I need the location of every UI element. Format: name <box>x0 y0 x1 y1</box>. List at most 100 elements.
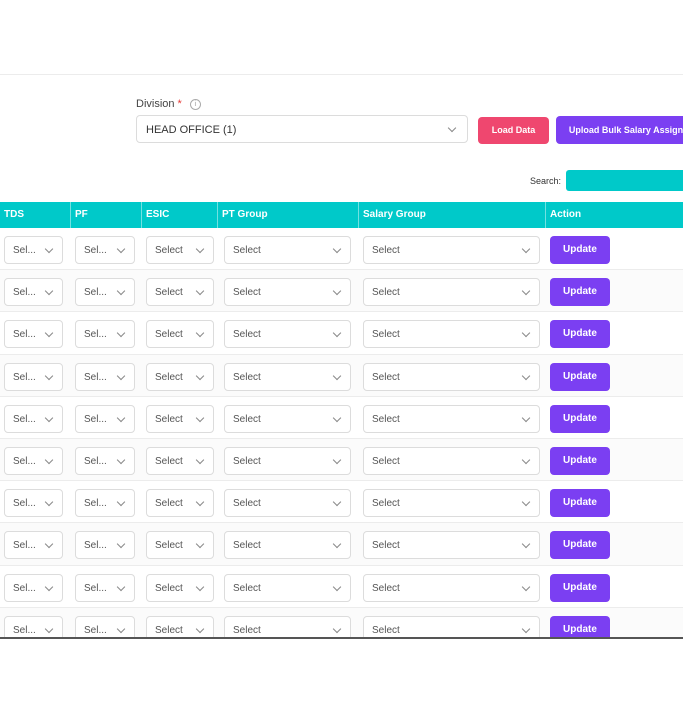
pt-group-select-value: Select <box>233 498 261 510</box>
update-button[interactable]: Update <box>550 615 610 638</box>
pt-group-select[interactable]: Select <box>224 362 351 391</box>
chevron-down-icon <box>44 624 54 633</box>
column-header-pf[interactable]: PF <box>71 202 142 228</box>
tds-select[interactable]: Sel... <box>4 236 63 264</box>
salary-group-select[interactable]: Select <box>363 531 540 560</box>
pf-select-value: Sel... <box>84 540 107 552</box>
pt-group-select[interactable]: Select <box>224 320 351 349</box>
salary-group-select[interactable]: Select <box>363 278 540 307</box>
chevron-down-icon <box>44 329 54 338</box>
table-row: Sel... Sel... Select Select Select Update <box>0 312 683 355</box>
pt-group-select[interactable]: Select <box>224 446 351 475</box>
esic-select[interactable]: Select <box>146 573 214 602</box>
salary-group-select-value: Select <box>372 245 400 256</box>
salary-group-select-value: Select <box>372 498 400 510</box>
chevron-down-icon <box>195 455 205 465</box>
column-header-tds[interactable]: TDS <box>0 202 71 228</box>
pf-select[interactable]: Sel... <box>75 320 135 349</box>
salary-group-select[interactable]: Select <box>363 489 540 518</box>
esic-select[interactable]: Select <box>146 404 214 433</box>
salary-group-select[interactable]: Select <box>363 236 540 264</box>
table-row: Sel... Sel... Select Select Select Update <box>0 438 683 482</box>
pt-group-select[interactable]: Select <box>224 278 351 307</box>
chevron-down-icon <box>195 540 205 549</box>
update-button[interactable]: Update <box>550 320 610 349</box>
search-input[interactable] <box>566 170 683 191</box>
update-button[interactable]: Update <box>550 404 610 433</box>
update-button[interactable]: Update <box>550 573 610 602</box>
salary-group-select[interactable]: Select <box>363 615 540 638</box>
salary-group-select[interactable]: Select <box>363 320 540 349</box>
salary-group-select[interactable]: Select <box>363 446 540 475</box>
esic-select[interactable]: Select <box>146 489 214 518</box>
tds-select[interactable]: Sel... <box>4 404 63 433</box>
chevron-down-icon <box>332 371 342 380</box>
update-button[interactable]: Update <box>550 446 610 475</box>
column-header-esic[interactable]: ESIC <box>142 202 218 228</box>
pf-select[interactable]: Sel... <box>75 404 135 433</box>
chevron-down-icon <box>332 244 342 254</box>
column-header-salary-group[interactable]: Salary Group <box>359 202 546 228</box>
pt-group-select[interactable]: Select <box>224 404 351 433</box>
pt-group-select[interactable]: Select <box>224 615 351 638</box>
pt-group-select[interactable]: Select <box>224 236 351 264</box>
division-select[interactable]: HEAD OFFICE (1) <box>136 115 468 143</box>
pf-select[interactable]: Sel... <box>75 489 135 518</box>
salary-group-select-value: Select <box>372 329 400 341</box>
update-button[interactable]: Update <box>550 362 610 391</box>
tds-select-value: Sel... <box>13 624 36 636</box>
tds-select-value: Sel... <box>13 540 36 552</box>
table-row: Sel... Sel... Select Select Select Update <box>0 270 683 313</box>
pf-select[interactable]: Sel... <box>75 446 135 475</box>
pt-group-select-value: Select <box>233 540 261 552</box>
esic-select[interactable]: Select <box>146 446 214 475</box>
esic-select[interactable]: Select <box>146 320 214 349</box>
table-header: TDS PF ESIC PT Group Salary Group Action <box>0 202 683 228</box>
chevron-down-icon <box>195 582 205 591</box>
column-header-action[interactable]: Action <box>550 209 582 220</box>
esic-select[interactable]: Select <box>146 278 214 307</box>
tds-select[interactable]: Sel... <box>4 489 63 518</box>
pt-group-select[interactable]: Select <box>224 573 351 602</box>
pt-group-select[interactable]: Select <box>224 489 351 518</box>
update-button[interactable]: Update <box>550 531 610 560</box>
load-data-button[interactable]: Load Data <box>478 117 549 144</box>
info-icon[interactable]: i <box>189 99 201 110</box>
tds-select[interactable]: Sel... <box>4 573 63 602</box>
pf-select[interactable]: Sel... <box>75 362 135 391</box>
pf-select[interactable]: Sel... <box>75 615 135 638</box>
esic-select[interactable]: Select <box>146 531 214 560</box>
salary-group-select[interactable]: Select <box>363 573 540 602</box>
esic-select[interactable]: Select <box>146 236 214 264</box>
chevron-down-icon <box>44 582 54 591</box>
pf-select[interactable]: Sel... <box>75 573 135 602</box>
pt-group-select-value: Select <box>233 329 261 341</box>
pt-group-select-value: Select <box>233 371 261 383</box>
update-button[interactable]: Update <box>550 278 610 307</box>
esic-select[interactable]: Select <box>146 362 214 391</box>
update-button[interactable]: Update <box>550 489 610 518</box>
esic-select[interactable]: Select <box>146 615 214 638</box>
salary-group-select[interactable]: Select <box>363 362 540 391</box>
pf-select[interactable]: Sel... <box>75 278 135 307</box>
chevron-down-icon <box>521 455 531 465</box>
pf-select[interactable]: Sel... <box>75 236 135 264</box>
tds-select[interactable]: Sel... <box>4 615 63 638</box>
upload-bulk-salary-assign-button[interactable]: Upload Bulk Salary Assign <box>556 116 683 144</box>
tds-select[interactable]: Sel... <box>4 278 63 307</box>
tds-select[interactable]: Sel... <box>4 531 63 560</box>
tds-select[interactable]: Sel... <box>4 446 63 475</box>
chevron-down-icon <box>521 540 531 549</box>
pt-group-select[interactable]: Select <box>224 531 351 560</box>
salary-group-select[interactable]: Select <box>363 404 540 433</box>
table-body: Sel... Sel... Select Select Select Update Sel.… <box>0 228 683 638</box>
column-header-pt-group[interactable]: PT Group <box>218 202 359 228</box>
update-button[interactable]: Update <box>550 236 610 264</box>
salary-group-select-value: Select <box>372 540 400 552</box>
chevron-down-icon <box>521 371 531 380</box>
tds-select[interactable]: Sel... <box>4 362 63 391</box>
pf-select[interactable]: Sel... <box>75 531 135 560</box>
salary-group-select-value: Select <box>372 413 400 425</box>
tds-select[interactable]: Sel... <box>4 320 63 349</box>
chevron-down-icon <box>44 244 54 254</box>
